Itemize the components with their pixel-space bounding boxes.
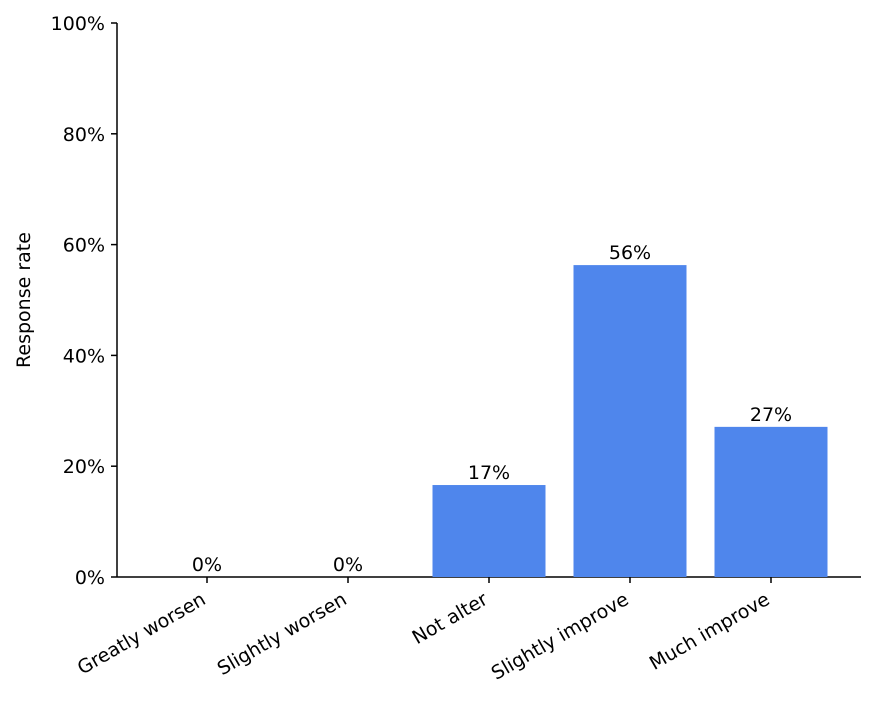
y-tick-label: 40% [63,345,105,367]
y-tick-label: 80% [63,124,105,146]
y-tick-label: 60% [63,235,105,257]
x-tick-label: Not alter [408,588,491,649]
x-tick-label: Slightly worsen [214,588,351,680]
x-tick-label: Slightly improve [488,588,633,684]
value-label: 56% [609,242,651,264]
x-tick-label: Much improve [646,588,774,674]
y-axis-label: Response rate [13,232,35,368]
y-tick-label: 0% [75,567,105,589]
x-tick-label: Greatly worsen [74,588,210,679]
bar [714,426,828,577]
bar [432,485,546,577]
value-label: 0% [192,554,222,576]
value-label: 17% [468,462,510,484]
value-label: 27% [750,404,792,426]
y-tick-label: 20% [63,456,105,478]
bar [573,265,687,577]
y-tick-label: 100% [51,13,105,35]
value-label: 0% [333,554,363,576]
